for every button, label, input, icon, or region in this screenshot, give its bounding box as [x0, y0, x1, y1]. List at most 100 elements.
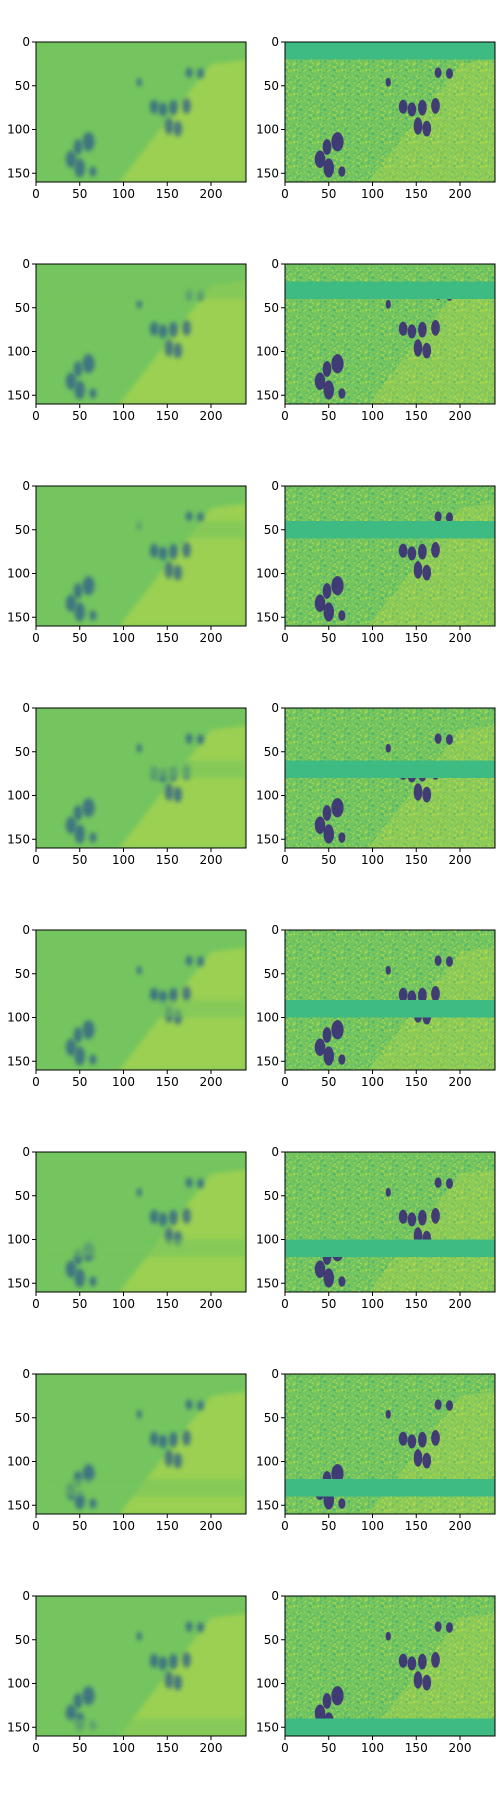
figure-blob: [73, 805, 83, 821]
mask-band: [36, 281, 246, 299]
figure-blob: [385, 77, 391, 87]
x-tick-label: 100: [361, 1297, 384, 1311]
image-content: [285, 264, 495, 404]
x-tick-label: 100: [112, 853, 135, 867]
y-tick-label: 50: [264, 523, 279, 537]
x-tick-label: 150: [405, 1519, 428, 1533]
y-tick-label: 50: [15, 1411, 30, 1425]
x-tick-label: 0: [32, 409, 40, 423]
figure-blob: [413, 561, 423, 579]
x-tick-label: 50: [72, 853, 87, 867]
figure-blob: [185, 1399, 193, 1410]
panel-reconstruction-row-7: 0 50 100 150 200 0 50 100 150: [7, 1367, 247, 1533]
y-tick-label: 150: [256, 832, 279, 846]
panel-reconstruction-row-1: 0 50 100 150 200 0 50 100 150: [7, 35, 247, 201]
figure-blob: [422, 120, 432, 137]
figure-blob: [182, 1208, 191, 1224]
figure-blob: [338, 1498, 346, 1509]
x-tick-label: 200: [200, 631, 223, 645]
y-tick-label: 150: [7, 166, 30, 180]
figure-blob: [413, 1671, 423, 1689]
mask-band: [285, 1000, 495, 1018]
figure-blob: [407, 1656, 417, 1671]
x-tick-label: 150: [156, 409, 179, 423]
figure-blob: [431, 542, 440, 558]
axes-frame: [284, 1151, 496, 1293]
x-tick-label: 50: [321, 1519, 336, 1533]
figure-blob: [323, 1268, 334, 1288]
figure-blob: [323, 158, 334, 178]
axes-frame: [284, 41, 496, 183]
figure-blob: [89, 832, 97, 843]
figure-blob: [197, 1622, 204, 1633]
y-tick-label: 0: [271, 35, 279, 49]
x-tick-label: 100: [361, 1741, 384, 1755]
x-tick-label: 0: [32, 1075, 40, 1089]
figure-blob: [173, 342, 183, 359]
image-content: [285, 1152, 495, 1292]
figure-blob: [338, 832, 346, 843]
x-tick-label: 0: [281, 409, 289, 423]
figure-blob: [407, 1212, 417, 1227]
figure-blob: [322, 139, 332, 155]
figure-blob: [314, 594, 326, 612]
figure-blob: [431, 986, 440, 1002]
figure-blob: [173, 1674, 183, 1691]
y-tick-label: 100: [256, 1011, 279, 1025]
figure-blob: [169, 99, 178, 116]
mask-band: [285, 1718, 495, 1736]
figure-blob: [164, 1671, 174, 1689]
figure-blob: [149, 543, 159, 558]
x-tick-label: 50: [72, 631, 87, 645]
figure-blob: [65, 594, 77, 612]
figure-blob: [434, 511, 442, 522]
x-tick-label: 100: [112, 187, 135, 201]
x-tick-label: 0: [281, 1519, 289, 1533]
figure-blob: [82, 1686, 95, 1706]
figure-blob: [446, 734, 453, 745]
figure-blob: [185, 1621, 193, 1632]
x-tick-label: 100: [361, 409, 384, 423]
x-tick-label: 0: [281, 1741, 289, 1755]
x-tick-label: 50: [321, 1075, 336, 1089]
figure-blob: [89, 1498, 97, 1509]
panel-masked_input-row-6: 0 50 100 150 200 0 50 100 150: [256, 1145, 496, 1311]
image-content: [36, 1152, 246, 1292]
x-tick-label: 150: [156, 1075, 179, 1089]
figure-blob: [164, 339, 174, 357]
figure-blob: [434, 1399, 442, 1410]
figure-blob: [431, 1652, 440, 1668]
figure-blob: [82, 132, 95, 152]
x-tick-label: 150: [405, 1075, 428, 1089]
x-tick-label: 200: [200, 409, 223, 423]
bright-field: [368, 725, 495, 848]
figure-blob: [418, 1209, 427, 1226]
figure-blob: [398, 1431, 408, 1446]
figure-blob: [149, 99, 159, 114]
figure-blob: [65, 372, 77, 390]
x-tick-label: 50: [72, 1741, 87, 1755]
y-tick-label: 50: [264, 745, 279, 759]
x-tick-label: 150: [156, 1297, 179, 1311]
x-tick-label: 200: [449, 631, 472, 645]
figure-blob: [185, 1177, 193, 1188]
bright-field: [119, 725, 246, 848]
y-tick-label: 150: [7, 388, 30, 402]
figure-blob: [74, 1268, 85, 1288]
y-tick-label: 150: [256, 166, 279, 180]
axes-frame: [35, 1373, 247, 1515]
figure-blob: [418, 99, 427, 116]
figure-blob: [82, 354, 95, 374]
figure-blob: [82, 576, 95, 596]
figure-blob: [338, 166, 346, 177]
y-tick-label: 0: [271, 257, 279, 271]
image-content: [285, 930, 495, 1070]
figure-blob: [149, 1431, 159, 1446]
y-tick-label: 50: [15, 523, 30, 537]
figure-blob: [385, 743, 391, 753]
figure-blob: [322, 583, 332, 599]
bright-field: [368, 281, 495, 404]
image-content: [36, 1596, 246, 1736]
figure-blob: [136, 77, 142, 87]
x-tick-label: 200: [449, 1297, 472, 1311]
